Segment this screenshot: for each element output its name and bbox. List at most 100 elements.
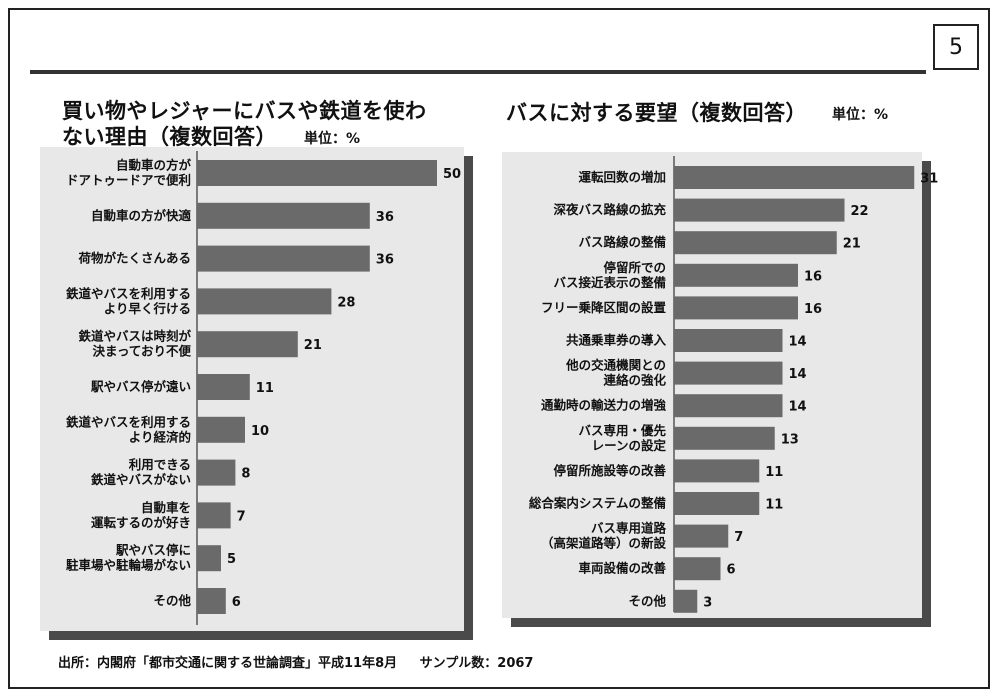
right-chart-unit: 単位：% <box>832 107 889 123</box>
right-bar <box>674 589 698 613</box>
left-value-label: 36 <box>376 253 394 268</box>
right-value-label: 11 <box>765 465 783 480</box>
left-category-label: 駅やバス停が遠い <box>90 379 191 394</box>
right-value-label: 16 <box>804 269 822 284</box>
right-category-label: 車両設備の改善 <box>578 561 666 576</box>
left-category-label: ドアトゥードアで便利 <box>66 173 191 188</box>
left-value-label: 36 <box>376 210 394 225</box>
left-bar <box>197 588 226 614</box>
left-bar <box>197 202 370 229</box>
right-category-label: バス専用・優先 <box>578 423 666 438</box>
right-value-label: 22 <box>851 204 869 219</box>
right-category-label: バス専用道路 <box>591 521 667 536</box>
right-category-label: 停留所施設等の改善 <box>553 463 666 478</box>
right-category-label: 停留所での <box>603 260 666 275</box>
right-bar <box>674 198 845 222</box>
left-value-label: 28 <box>337 295 355 310</box>
left-category-label: その他 <box>153 593 191 608</box>
header-rule <box>30 70 926 74</box>
right-value-label: 14 <box>789 400 807 415</box>
right-category-label: 他の交通機関との <box>565 358 666 373</box>
right-value-label: 6 <box>727 563 736 578</box>
right-chart-title: バスに対する要望（複数回答） <box>506 101 807 125</box>
left-bar <box>197 288 332 315</box>
left-chart-title: 買い物やレジャーにバスや鉄道を使わ ない理由（複数回答） <box>62 98 426 150</box>
right-value-label: 21 <box>843 237 861 252</box>
right-chart: 31 運転回数の増加 22 深夜バス路線の拡充 21 バス路線の整備 16 停留所でのバス接近… <box>502 152 938 627</box>
left-category-label: 鉄道やバスを利用する <box>66 414 191 429</box>
left-category-label: 駐車場や駐輪場がない <box>66 558 191 573</box>
left-chart-title-line1: 買い物やレジャーにバスや鉄道を使わ <box>62 99 427 123</box>
left-value-label: 11 <box>256 381 274 396</box>
left-category-label: より早く行ける <box>104 301 191 316</box>
sample-size: サンプル数：2067 <box>419 656 534 671</box>
right-category-label: バス路線の整備 <box>578 235 666 250</box>
left-category-label: 利用できる <box>129 457 191 472</box>
right-category-label: レーンの設定 <box>592 438 667 453</box>
right-bar <box>674 231 837 255</box>
left-bar <box>197 502 231 529</box>
source-citation: 出所：内閣府「都市交通に関する世論調査」平成11年8月 <box>58 656 398 671</box>
left-category-label: より経済的 <box>129 429 191 444</box>
right-category-label: 総合案内システムの整備 <box>529 496 667 511</box>
left-category-label: 鉄道やバスを利用する <box>66 286 191 301</box>
left-chart-unit: 単位：% <box>304 131 361 147</box>
left-category-label: 駅やバス停に <box>115 543 191 558</box>
right-category-label: （高架道路等）の新設 <box>541 536 667 551</box>
left-category-label: 鉄道やバスがない <box>91 472 191 487</box>
right-bar <box>674 166 915 189</box>
right-value-label: 31 <box>920 172 938 187</box>
left-value-label: 21 <box>304 338 322 353</box>
page-number: 5 <box>933 24 979 70</box>
right-category-label: 深夜バス路線の拡充 <box>553 202 666 217</box>
left-bar <box>197 416 245 443</box>
page-frame <box>8 8 990 689</box>
left-category-label: 自動車の方が快適 <box>91 208 192 223</box>
right-category-label: 運転回数の増加 <box>578 170 666 185</box>
left-value-label: 8 <box>241 467 250 482</box>
left-value-label: 5 <box>227 552 236 567</box>
left-category-label: 自動車の方が <box>116 158 192 173</box>
left-bar <box>197 331 298 358</box>
right-category-label: 連絡の強化 <box>603 373 666 388</box>
left-value-label: 10 <box>251 424 269 439</box>
right-bar <box>674 557 721 581</box>
left-category-label: 鉄道やバスは時刻が <box>78 329 191 344</box>
right-bar <box>674 492 760 515</box>
left-category-label: 運転するのが好き <box>91 515 191 530</box>
right-value-label: 14 <box>789 367 807 382</box>
right-category-label: フリー乗降区間の設置 <box>541 300 667 315</box>
left-bar <box>197 374 250 400</box>
left-bar <box>197 245 370 272</box>
right-value-label: 11 <box>765 498 783 513</box>
source-note: 出所：内閣府「都市交通に関する世論調査」平成11年8月 サンプル数：2067 <box>58 652 551 671</box>
left-bar <box>197 459 236 486</box>
right-bar <box>674 394 783 418</box>
right-value-label: 7 <box>734 530 743 545</box>
left-category-label: 自動車を <box>141 500 191 515</box>
right-category-label: バス接近表示の整備 <box>553 275 666 290</box>
right-value-label: 14 <box>789 335 807 350</box>
right-bar <box>674 361 783 385</box>
left-bar <box>197 545 221 572</box>
left-value-label: 7 <box>237 509 246 524</box>
left-value-label: 6 <box>232 595 241 610</box>
right-bar <box>674 329 783 352</box>
right-value-label: 3 <box>703 595 712 610</box>
right-value-label: 13 <box>781 432 799 447</box>
right-category-label: 通勤時の輸送力の増強 <box>541 398 667 413</box>
right-bar <box>674 459 760 483</box>
left-category-label: 荷物がたくさんある <box>77 251 191 266</box>
right-category-label: 共通乗車券の導入 <box>566 333 667 348</box>
left-category-label: 決まっており不便 <box>92 344 191 359</box>
left-bar <box>197 160 437 186</box>
right-bar <box>674 296 798 320</box>
right-bar <box>674 524 729 548</box>
right-bar <box>674 426 775 450</box>
right-value-label: 16 <box>804 302 822 317</box>
right-category-label: その他 <box>628 593 666 608</box>
left-chart-title-line2: ない理由（複数回答） <box>62 125 277 149</box>
left-value-label: 50 <box>443 167 461 182</box>
